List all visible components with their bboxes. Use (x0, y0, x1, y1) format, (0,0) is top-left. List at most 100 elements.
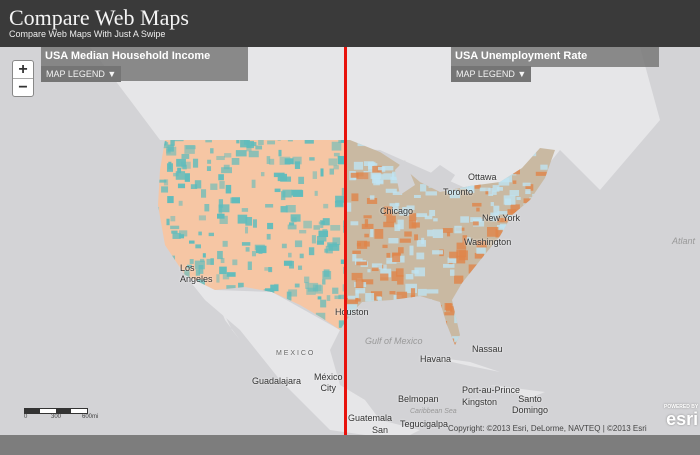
income-county-cell (194, 180, 202, 189)
right-map-title: USA Unemployment Rate (455, 50, 588, 62)
label-toronto: Toronto (443, 187, 474, 197)
left-map-title: USA Median Household Income (45, 50, 211, 62)
income-county-cell (198, 215, 206, 221)
unemployment-county-cell (489, 272, 495, 279)
unemployment-county-cell (371, 267, 379, 272)
unemployment-county-cell (523, 198, 534, 207)
unemployment-county-cell (454, 349, 460, 358)
label-kingston: Kingston (462, 397, 498, 407)
unemployment-county-cell (490, 305, 494, 309)
unemployment-county-cell (471, 312, 480, 322)
unemployment-county-cell (427, 229, 434, 237)
left-map-legend-button[interactable]: MAP LEGEND ▼ (41, 66, 122, 82)
unemployment-county-cell (491, 309, 499, 318)
unemployment-county-cell (376, 323, 382, 331)
income-county-cell (224, 153, 232, 158)
income-county-cell (201, 189, 207, 198)
income-county-cell (291, 189, 303, 196)
income-county-cell (151, 231, 157, 237)
income-county-cell (288, 289, 298, 297)
income-county-cell (273, 172, 285, 178)
unemployment-county-cell (383, 264, 387, 270)
unemployment-county-cell (510, 252, 520, 261)
label-mexico-city: México City (314, 372, 343, 393)
income-county-cell (206, 166, 212, 171)
unemployment-county-cell (399, 326, 408, 333)
basemap (90, 47, 660, 435)
unemployment-county-cell (425, 191, 437, 196)
unemployment-county-cell (411, 222, 420, 228)
unemployment-county-cell (497, 225, 508, 231)
unemployment-county-cell (509, 190, 520, 197)
unemployment-county-cell (452, 336, 461, 343)
right-map-legend-button[interactable]: MAP LEGEND ▼ (451, 66, 532, 82)
unemployment-county-cell (474, 252, 484, 259)
zoom-in-button[interactable]: + (18, 61, 28, 78)
unemployment-county-cell (548, 185, 555, 190)
unemployment-county-cell (376, 296, 382, 300)
income-county-cell (285, 205, 296, 213)
income-county-cell (178, 200, 183, 206)
scale-tick-0: 0 (24, 414, 28, 420)
income-county-cell (203, 327, 210, 332)
esri-powered-by: POWERED BY (664, 404, 699, 410)
scale-tick-600: 600mi (82, 414, 99, 420)
unemployment-county-cell (488, 188, 494, 196)
footer-bar (0, 435, 700, 455)
income-county-cell (237, 214, 248, 224)
unemployment-county-cell (546, 309, 555, 315)
esri-logo[interactable]: POWERED BY esri (664, 404, 698, 428)
unemployment-county-cell (356, 240, 368, 249)
swipe-divider-handle[interactable] (344, 47, 347, 435)
unemployment-county-cell (511, 251, 518, 258)
income-county-cell (337, 155, 345, 165)
unemployment-county-cell (359, 347, 362, 352)
unemployment-county-cell (356, 172, 369, 180)
income-county-cell (342, 284, 345, 292)
income-county-cell (166, 146, 177, 156)
label-caribbean-sea: Caribbean Sea (410, 408, 457, 415)
label-gulf-of-mexico: Gulf of Mexico (365, 336, 423, 346)
unemployment-county-cell (369, 195, 375, 200)
income-county-cell (177, 285, 184, 289)
income-county-cell (268, 267, 273, 273)
unemployment-county-cell (557, 225, 567, 229)
canada-land (90, 47, 660, 200)
unemployment-county-cell (409, 213, 417, 221)
left-map-panel: USA Median Household Income MAP LEGEND ▼ (41, 47, 248, 82)
label-belmopan: Belmopan (398, 394, 439, 404)
unemployment-county-cell (399, 238, 411, 243)
income-county-cell (181, 153, 190, 159)
income-county-cell (277, 140, 281, 141)
zoom-out-button[interactable]: − (13, 78, 33, 96)
income-county-cell (174, 140, 184, 142)
income-county-cell (166, 218, 170, 226)
unemployment-county-cell (446, 303, 453, 312)
unemployment-county-cell (395, 268, 404, 277)
income-county-cell (185, 302, 192, 311)
label-tegucigalpa: Tegucigalpa (400, 419, 449, 429)
income-county-cell (332, 237, 341, 246)
unemployment-county-cell (426, 289, 439, 294)
unemployment-county-cell (346, 298, 359, 304)
unemployment-county-cell (414, 194, 421, 199)
unemployment-county-cell (397, 219, 404, 230)
income-county-cell (186, 264, 193, 269)
unemployment-county-cell (414, 299, 422, 303)
income-county-cell (231, 157, 240, 165)
unemployment-county-cell (491, 308, 498, 315)
unemployment-county-cell (523, 203, 531, 210)
unemployment-county-cell (444, 312, 455, 316)
unemployment-county-cell (492, 306, 504, 311)
income-county-cell (236, 140, 240, 144)
income-county-cell (161, 186, 169, 193)
unemployment-county-cell (441, 320, 448, 327)
unemployment-county-cell (429, 209, 436, 217)
unemployment-county-cell (462, 235, 468, 244)
unemployment-county-cell (510, 252, 519, 260)
map-view[interactable] (0, 47, 700, 435)
income-county-cell (158, 206, 160, 213)
unemployment-county-cell (468, 317, 477, 325)
unemployment-county-cell (460, 216, 469, 223)
income-county-cell (255, 145, 263, 150)
